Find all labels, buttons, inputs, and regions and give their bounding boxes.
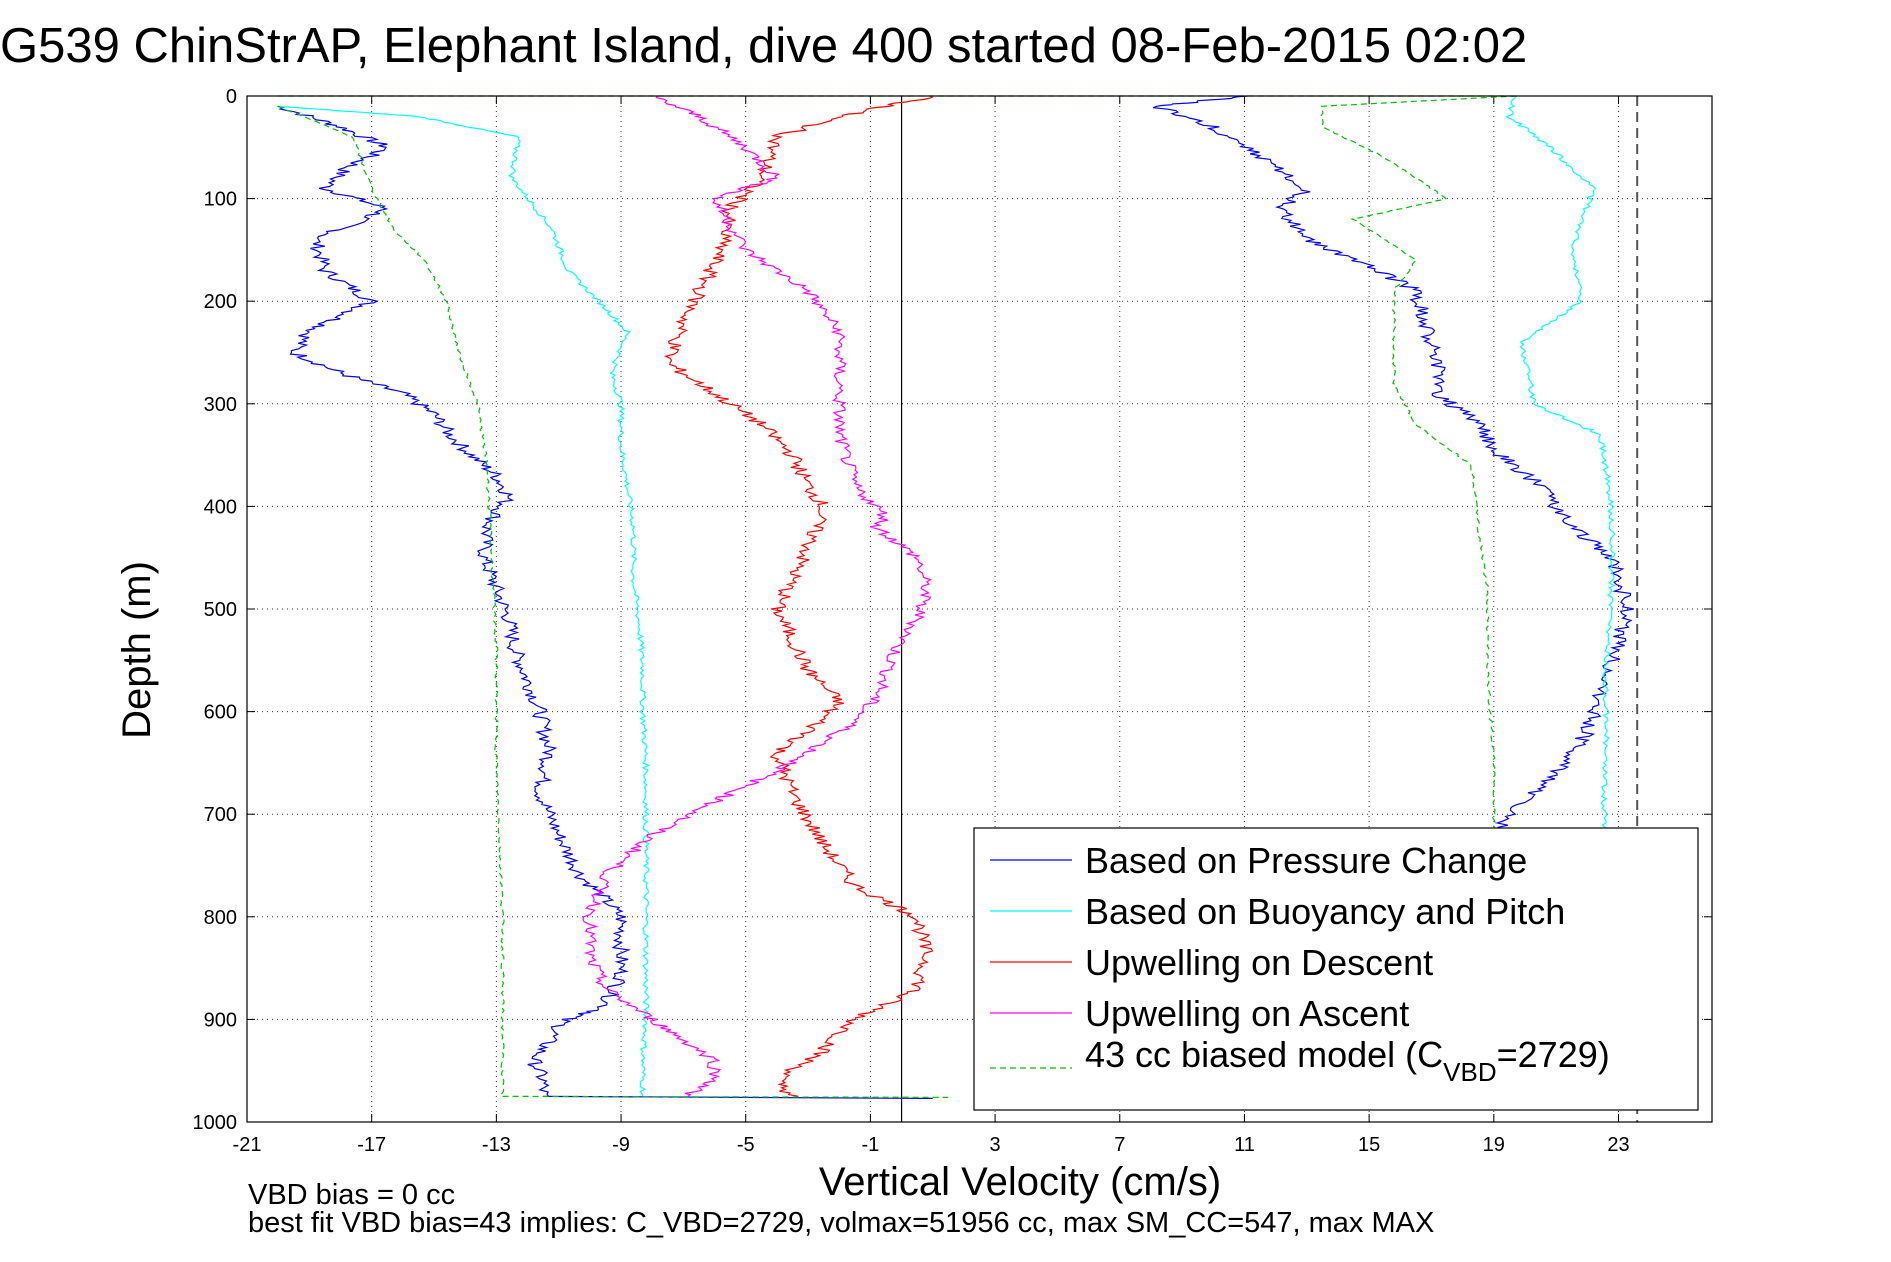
y-tick-label: 500 xyxy=(204,599,237,621)
bottom-connector-model xyxy=(502,1095,949,1098)
y-tick-label: 800 xyxy=(204,907,237,929)
x-tick-label: -1 xyxy=(862,1134,880,1156)
legend-entry-0: Based on Pressure Change xyxy=(1085,840,1527,881)
x-tick-label: -9 xyxy=(612,1134,630,1156)
y-tick-label: 1000 xyxy=(193,1112,238,1134)
legend-entry-4: 43 cc biased model (CVBD=2729) xyxy=(1085,1034,1610,1087)
y-tick-label: 100 xyxy=(204,189,237,211)
y-tick-label: 0 xyxy=(226,86,237,108)
y-axis-label: Depth (m) xyxy=(115,561,159,739)
series-line-1-descent xyxy=(279,105,651,1097)
y-tick-label: 900 xyxy=(204,1009,237,1031)
y-tick-label: 300 xyxy=(204,394,237,416)
x-tick-label: 15 xyxy=(1358,1134,1380,1156)
legend-entry-1: Based on Buoyancy and Pitch xyxy=(1085,891,1565,932)
series-line-0-descent xyxy=(277,105,631,1097)
series-line-4-descent xyxy=(277,105,505,1097)
x-tick-label: -17 xyxy=(357,1134,386,1156)
chart-title: G539 ChinStrAP, Elephant Island, dive 40… xyxy=(0,19,1527,73)
series-line-3 xyxy=(582,95,932,1097)
series-line-2 xyxy=(664,95,934,1097)
x-tick-label: -13 xyxy=(482,1134,511,1156)
legend: Based on Pressure Change Based on Buoyanc… xyxy=(973,827,1699,1111)
y-tick-label: 400 xyxy=(204,496,237,518)
x-axis-label: Vertical Velocity (cm/s) xyxy=(819,1160,1221,1204)
y-tick-label: 600 xyxy=(204,702,237,724)
plot-border xyxy=(246,95,1713,1123)
x-tick-label: 3 xyxy=(990,1134,1001,1156)
x-tick-label: -5 xyxy=(737,1134,755,1156)
x-tick-label: 11 xyxy=(1234,1134,1255,1156)
x-tick-label: 7 xyxy=(1114,1134,1125,1156)
x-tick-label: 23 xyxy=(1607,1134,1629,1156)
x-tick-label: -21 xyxy=(233,1134,262,1156)
legend-entry-2: Upwelling on Descent xyxy=(1085,942,1433,983)
footer-line-2: best fit VBD bias=43 implies: C_VBD=2729… xyxy=(248,1207,1434,1239)
legend-box xyxy=(973,827,1699,1111)
x-tick-label: 19 xyxy=(1483,1134,1505,1156)
y-tick-label: 200 xyxy=(204,291,237,313)
footer-line-1: VBD bias = 0 cc xyxy=(248,1179,455,1211)
legend-entry-3: Upwelling on Ascent xyxy=(1085,993,1409,1034)
y-tick-label: 700 xyxy=(204,804,237,826)
